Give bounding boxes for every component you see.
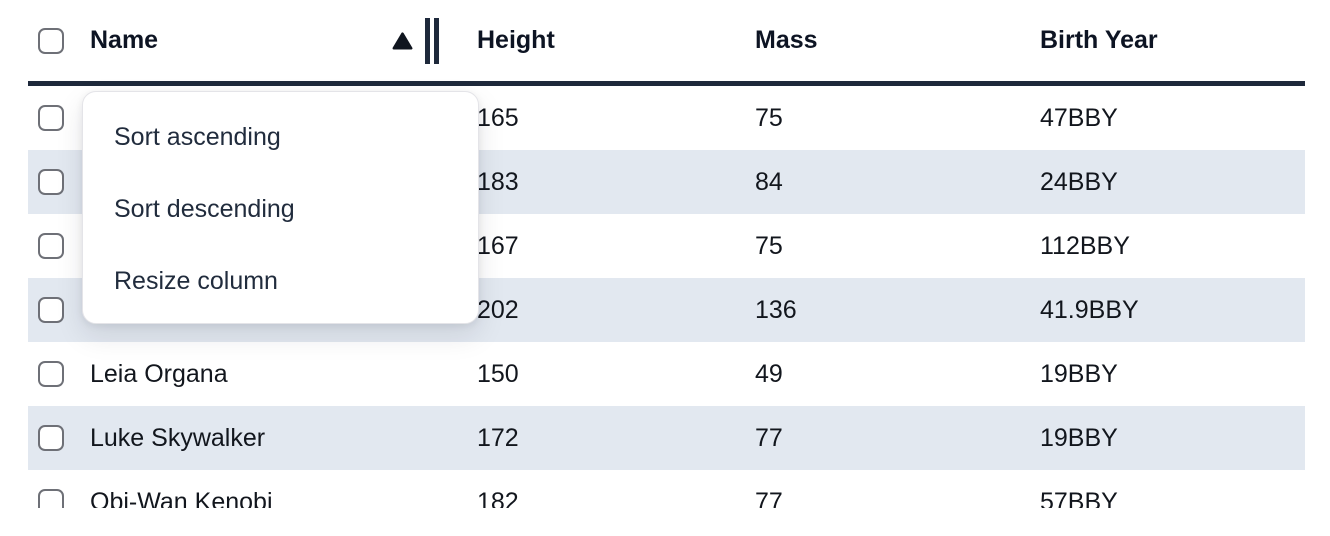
cell-mass: 84 <box>755 167 783 196</box>
select-all-cell <box>28 0 90 81</box>
row-checkbox[interactable] <box>38 489 64 508</box>
resize-bar <box>434 17 439 64</box>
cell-height: 182 <box>477 487 519 508</box>
table-row: 167 75 112BBY <box>28 214 1305 278</box>
cell-name: Leia Organa <box>90 359 228 388</box>
row-checkbox[interactable] <box>38 233 64 259</box>
cell-height: 202 <box>477 295 519 324</box>
row-checkbox[interactable] <box>38 297 64 323</box>
column-context-menu: Sort ascending Sort descending Resize co… <box>82 91 479 324</box>
cell-mass: 75 <box>755 231 783 260</box>
table-header-row: Name Height Mass Birth Year <box>28 0 1305 86</box>
table-row: Leia Organa 150 49 19BBY <box>28 342 1305 406</box>
menu-item-sort-descending[interactable]: Sort descending <box>114 194 295 223</box>
cell-birth-year: 41.9BBY <box>1040 295 1139 324</box>
table-row: 165 75 47BBY <box>28 86 1305 150</box>
column-header-birth-year[interactable]: Birth Year <box>1040 26 1158 54</box>
cell-birth-year: 19BBY <box>1040 423 1118 452</box>
row-checkbox[interactable] <box>38 361 64 387</box>
row-checkbox[interactable] <box>38 425 64 451</box>
cell-height: 172 <box>477 423 519 452</box>
cell-mass: 75 <box>755 103 783 132</box>
cell-mass: 49 <box>755 359 783 388</box>
sort-ascending-icon <box>392 31 413 50</box>
cell-height: 167 <box>477 231 519 260</box>
column-header-name-label: Name <box>90 26 159 54</box>
cell-mass: 136 <box>755 295 797 324</box>
row-checkbox[interactable] <box>38 169 64 195</box>
column-header-mass[interactable]: Mass <box>755 26 818 54</box>
column-header-name[interactable]: Name <box>90 0 477 81</box>
table-row: Obi-Wan Kenobi 182 77 57BBY <box>28 470 1305 508</box>
menu-item-resize-column[interactable]: Resize column <box>114 266 278 295</box>
cell-birth-year: 47BBY <box>1040 103 1118 132</box>
cell-mass: 77 <box>755 487 783 508</box>
select-all-checkbox[interactable] <box>38 27 64 54</box>
resize-bar <box>425 17 430 64</box>
cell-height: 183 <box>477 167 519 196</box>
cell-height: 150 <box>477 359 519 388</box>
cell-birth-year: 24BBY <box>1040 167 1118 196</box>
row-checkbox[interactable] <box>38 105 64 131</box>
table-row: Luke Skywalker 172 77 19BBY <box>28 406 1305 470</box>
cell-name: Luke Skywalker <box>90 423 266 452</box>
cell-name: Obi-Wan Kenobi <box>90 487 273 508</box>
cell-birth-year: 57BBY <box>1040 487 1118 508</box>
column-header-height[interactable]: Height <box>477 26 555 54</box>
cell-mass: 77 <box>755 423 783 452</box>
cell-birth-year: 112BBY <box>1040 231 1130 260</box>
menu-item-sort-ascending[interactable]: Sort ascending <box>114 122 281 151</box>
cell-height: 165 <box>477 103 519 132</box>
column-resize-handle-icon[interactable] <box>425 17 439 64</box>
cell-birth-year: 19BBY <box>1040 359 1118 388</box>
